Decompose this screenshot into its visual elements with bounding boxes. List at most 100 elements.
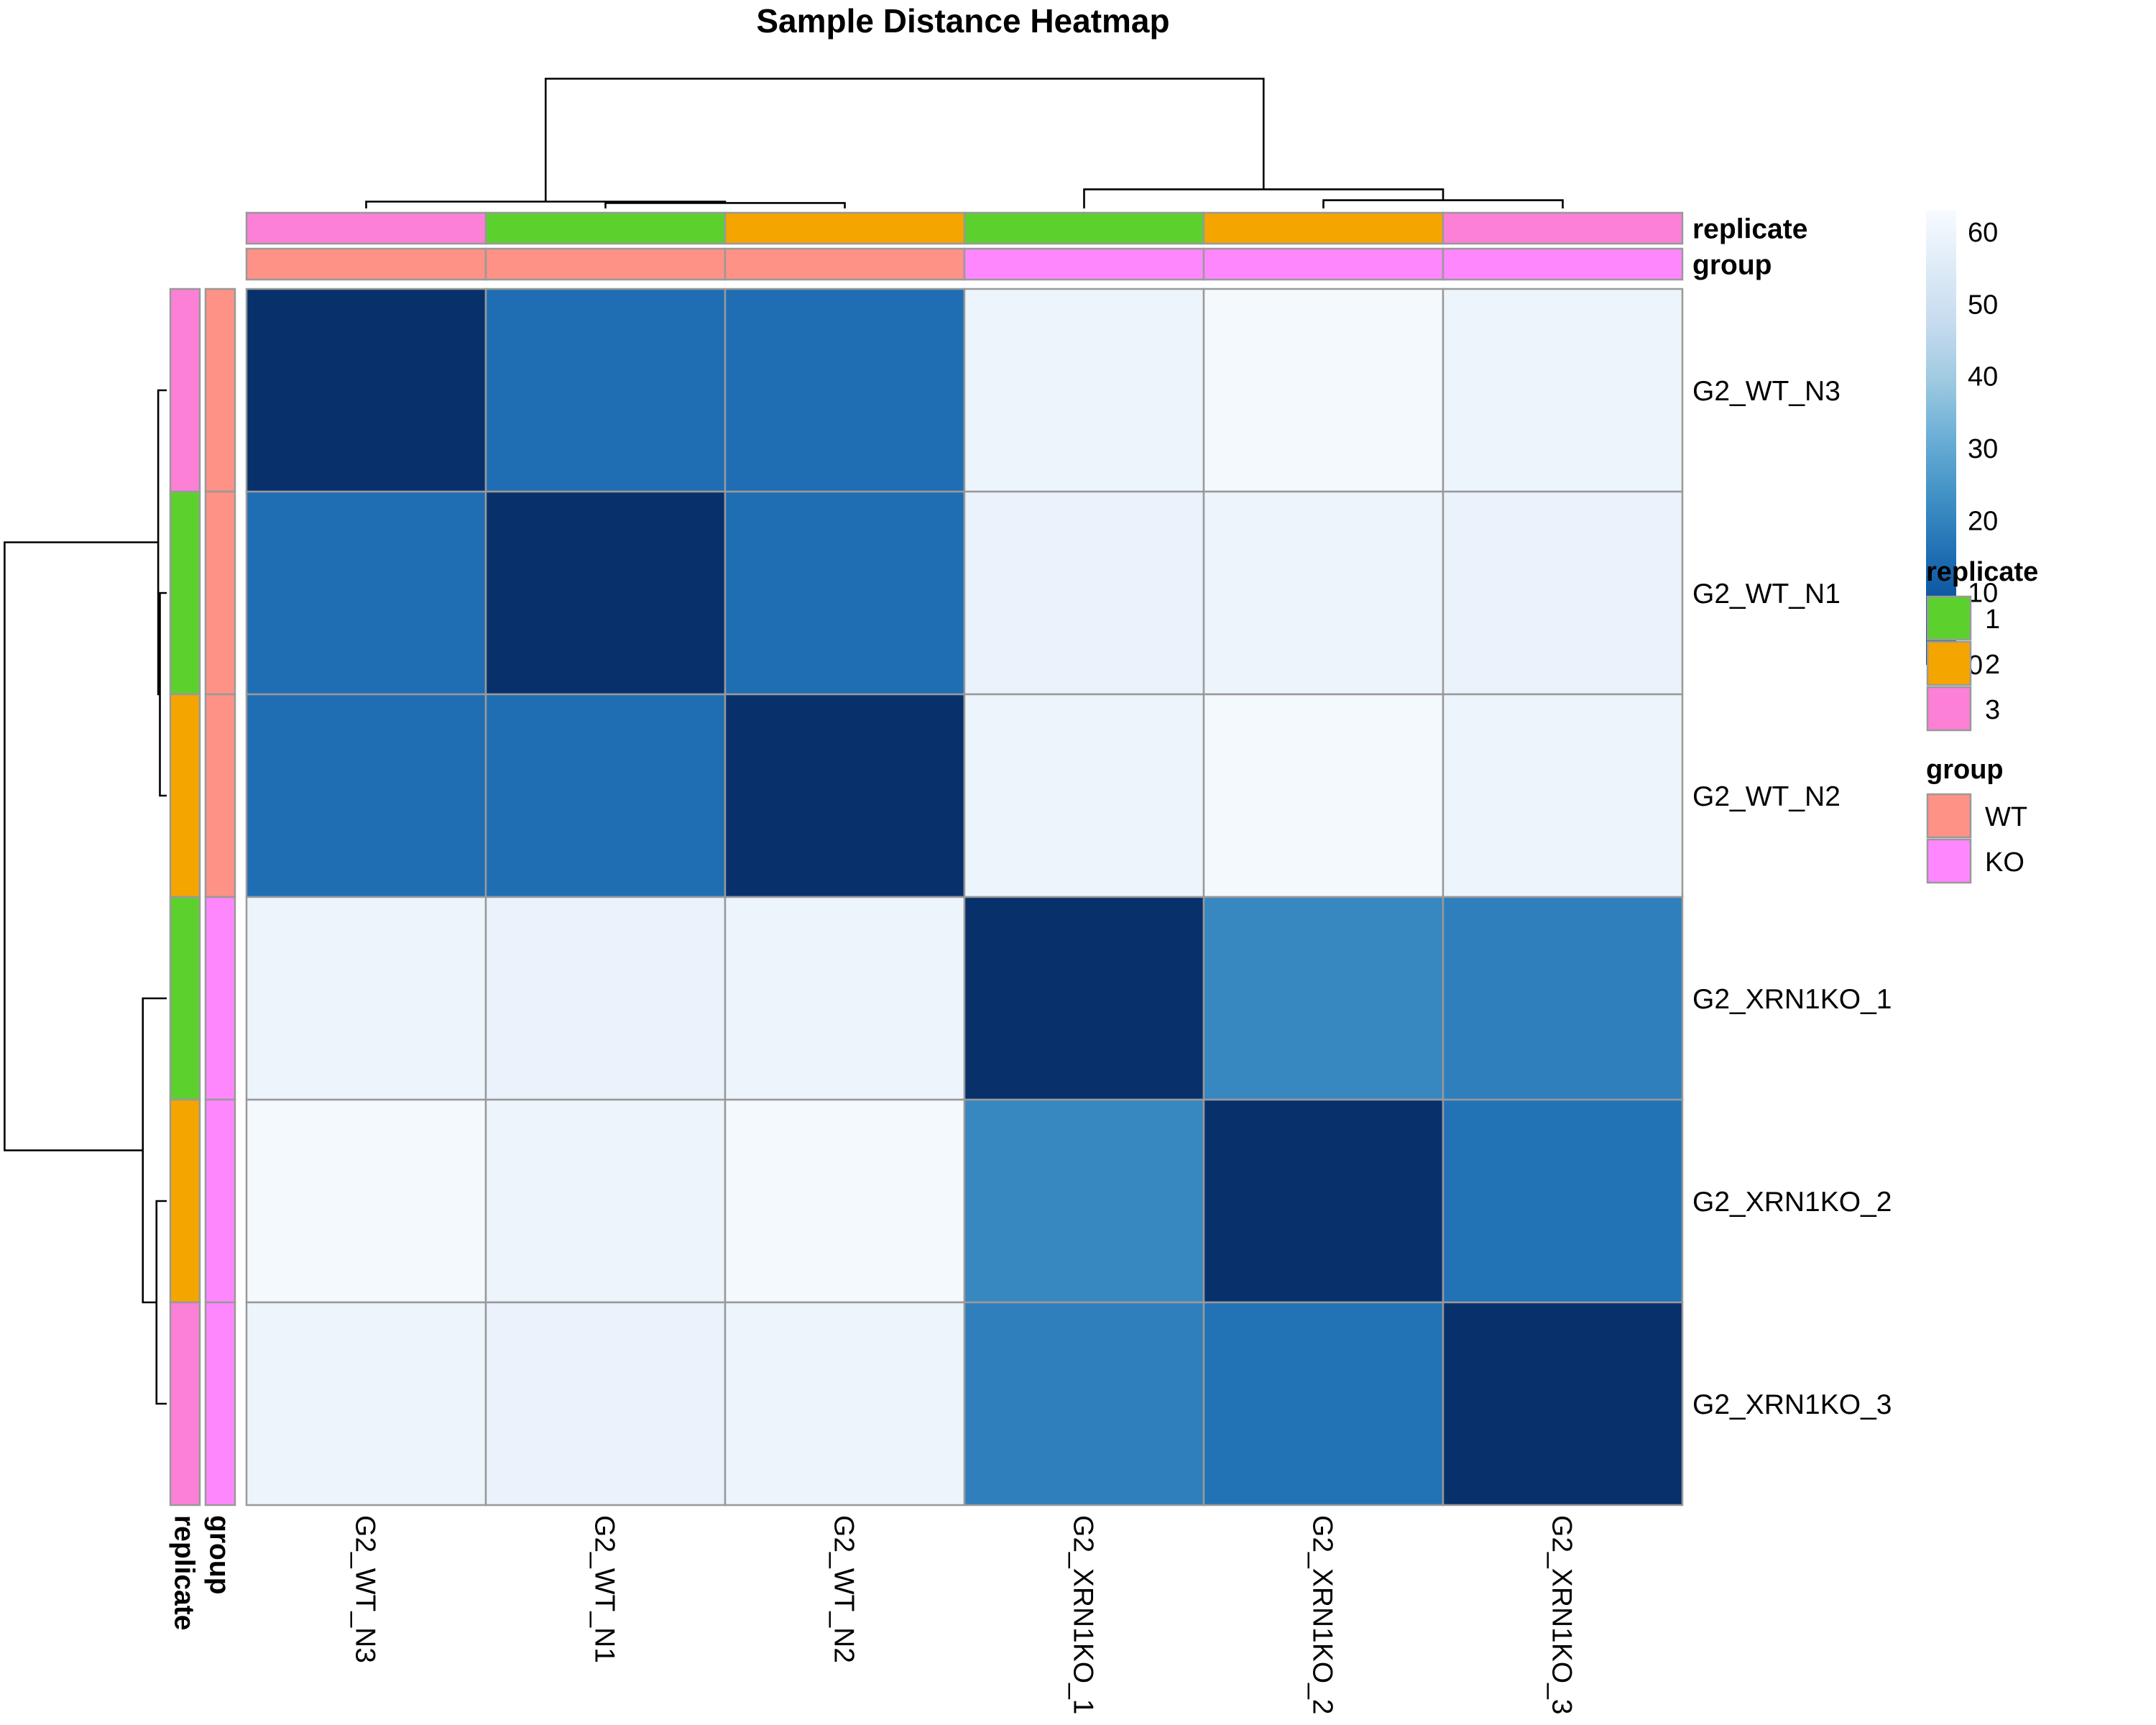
- top-group-annotation-cell: [724, 247, 966, 281]
- heatmap-cell: [963, 693, 1205, 898]
- heatmap-cell: [1202, 490, 1445, 696]
- left-replicate-annotation-cell: [169, 490, 201, 696]
- heatmap-cell: [484, 490, 727, 696]
- left-replicate-annotation-cell: [169, 1301, 201, 1506]
- left-group-annotation-cell: [204, 288, 236, 493]
- heatmap-cell: [724, 288, 966, 493]
- heatmap-cell: [1442, 1098, 1684, 1304]
- heatmap-cell: [484, 288, 727, 493]
- top-group-annotation-cell: [1442, 247, 1684, 281]
- column-labels: G2_WT_N3 G2_WT_N1 G2_WT_N2 G2_XRN1KO_1 G2_XR…: [350, 1515, 1577, 1714]
- color-scale-tick-label: 60: [1968, 218, 1998, 248]
- replicate-legend-swatch-2: [1926, 640, 1972, 686]
- left-group-annotation-cell: [204, 896, 236, 1101]
- left-group-annotation-cell: [204, 1098, 236, 1304]
- row-label-g2-wt-n2: G2_WT_N2: [1692, 781, 1841, 812]
- heatmap-cell: [1202, 896, 1445, 1101]
- left-annotation-bars: [169, 288, 236, 1506]
- top-replicate-annotation-cell: [1442, 211, 1684, 245]
- heatmap-cell: [1442, 693, 1684, 898]
- heatmap-cell: [484, 693, 727, 898]
- heatmap-cell: [1202, 288, 1445, 493]
- left-replicate-annotation-cell: [169, 1098, 201, 1304]
- left-replicate-annotation-cell: [169, 896, 201, 1101]
- top-group-annotation-label: group: [1692, 250, 1772, 281]
- top-replicate-annotation-cell: [245, 211, 487, 245]
- color-scale-tick-label: 0: [1968, 650, 1983, 681]
- column-label-g2-wt-n1: G2_WT_N1: [589, 1515, 620, 1663]
- top-replicate-annotation-label: replicate: [1692, 214, 1807, 245]
- column-label-g2-xrn1ko-3: G2_XRN1KO_3: [1547, 1515, 1577, 1714]
- row-dendrogram-branch: [155, 1200, 167, 1405]
- replicate-legend-title: replicate: [1926, 557, 2038, 587]
- heatmap-cell: [724, 896, 966, 1101]
- heatmap-cell: [963, 1098, 1205, 1304]
- top-group-annotation-cell: [963, 247, 1205, 281]
- group-legend-swatch-wt: [1926, 793, 1972, 839]
- row-dendrogram-branch: [4, 541, 159, 1151]
- top-group-annotation-cell: [1202, 247, 1445, 281]
- color-scale-bar: [1926, 211, 1956, 665]
- heatmap-cell: [724, 490, 966, 696]
- top-replicate-annotation-cell: [724, 211, 966, 245]
- group-legend: group WT KO: [1926, 755, 2027, 884]
- replicate-legend-swatch-3: [1926, 686, 1972, 732]
- heatmap-cell: [963, 288, 1205, 493]
- heatmap-cell: [724, 1301, 966, 1506]
- row-dendrogram-branch: [142, 997, 167, 1304]
- chart-title: Sample Distance Heatmap: [756, 2, 1169, 40]
- heatmap-cell: [963, 1301, 1205, 1506]
- column-dendrogram-branch: [1083, 188, 1445, 208]
- heatmap-cell: [245, 1098, 487, 1304]
- column-label-g2-xrn1ko-2: G2_XRN1KO_2: [1307, 1515, 1338, 1714]
- row-label-g2-xrn1ko-3: G2_XRN1KO_3: [1692, 1389, 1892, 1420]
- row-dendrogram: [4, 389, 167, 1405]
- top-replicate-annotation-cell: [1202, 211, 1445, 245]
- heatmap-cell: [484, 1301, 727, 1506]
- left-group-annotation-cell: [204, 693, 236, 898]
- heatmap-cell: [245, 896, 487, 1101]
- color-scale-legend: 0 10 20 30 40 50 60: [1926, 211, 1998, 681]
- row-label-g2-xrn1ko-1: G2_XRN1KO_1: [1692, 984, 1892, 1015]
- group-legend-label-wt: WT: [1985, 802, 2027, 832]
- column-dendrogram: [365, 78, 1564, 208]
- heatmap-cell: [1442, 896, 1684, 1101]
- replicate-legend-label-3: 3: [1985, 695, 2000, 725]
- color-scale-tick-label: 20: [1968, 506, 1998, 536]
- left-group-annotation-label: group: [204, 1515, 235, 1594]
- heatmap-cell: [1202, 1301, 1445, 1506]
- left-replicate-annotation-label: replicate: [169, 1515, 200, 1630]
- color-scale-tick-label: 10: [1968, 579, 1998, 609]
- row-label-g2-xrn1ko-2: G2_XRN1KO_2: [1692, 1187, 1892, 1218]
- left-replicate-annotation-cell: [169, 288, 201, 493]
- replicate-legend: replicate 1 2 3: [1926, 557, 2038, 732]
- heatmap-cell: [1442, 1301, 1684, 1506]
- column-label-g2-xrn1ko-1: G2_XRN1KO_1: [1068, 1515, 1099, 1714]
- group-legend-label-ko: KO: [1985, 847, 2024, 878]
- heatmap-cell: [484, 1098, 727, 1304]
- heatmap-cell: [1202, 1098, 1445, 1304]
- top-group-annotation-cell: [484, 247, 727, 281]
- replicate-legend-label-2: 2: [1985, 650, 2000, 680]
- heatmap-cell: [245, 288, 487, 493]
- top-group-annotation-cell: [245, 247, 487, 281]
- column-label-g2-wt-n3: G2_WT_N3: [350, 1515, 381, 1663]
- top-replicate-annotation-cell: [484, 211, 727, 245]
- left-replicate-annotation-cell: [169, 693, 201, 898]
- heatmap-cell: [963, 490, 1205, 696]
- row-label-g2-wt-n3: G2_WT_N3: [1692, 376, 1841, 407]
- heatmap-cells: [245, 288, 1684, 1506]
- column-dendrogram-branch: [544, 78, 1265, 202]
- heatmap-cell: [245, 693, 487, 898]
- row-dendrogram-branch: [159, 592, 167, 797]
- left-group-annotation-cell: [204, 1301, 236, 1506]
- heatmap-cell: [1442, 490, 1684, 696]
- column-dendrogram-branch: [604, 202, 846, 208]
- heatmap-cell: [724, 1098, 966, 1304]
- heatmap-cell: [1202, 693, 1445, 898]
- heatmap-cell: [245, 490, 487, 696]
- group-legend-swatch-ko: [1926, 838, 1972, 884]
- color-scale-tick-label: 50: [1968, 290, 1998, 320]
- left-group-annotation-cell: [204, 490, 236, 696]
